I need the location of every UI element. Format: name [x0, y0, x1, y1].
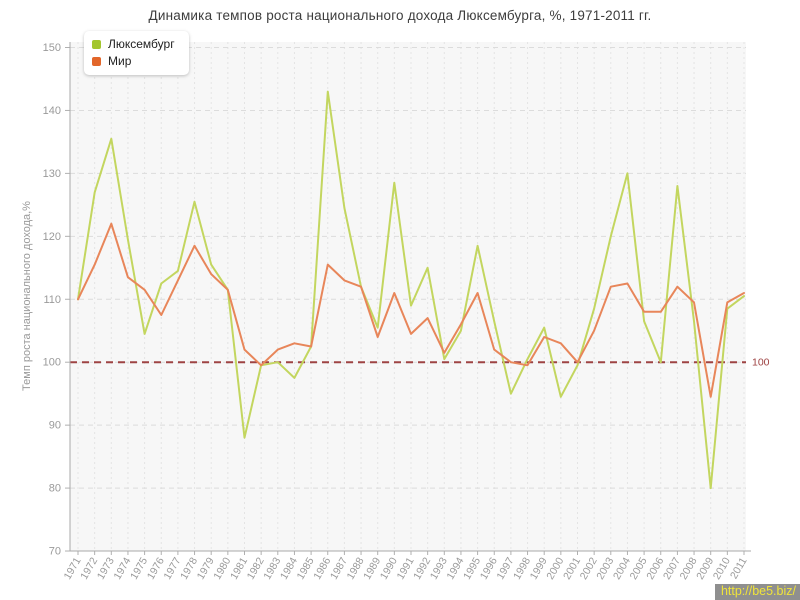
- y-tick-label: 70: [49, 546, 61, 558]
- legend-item-Люксембург[interactable]: Люксембург: [92, 38, 175, 50]
- y-tick-label: 90: [49, 420, 61, 432]
- y-tick-label: 80: [49, 483, 61, 495]
- watermark-link[interactable]: http://be5.biz/: [714, 584, 800, 600]
- legend-marker-icon: [92, 56, 101, 66]
- y-tick-label: 130: [43, 168, 61, 180]
- series-line-Люксембург: [77, 90, 745, 490]
- legend-marker-icon: [92, 39, 101, 49]
- legend-item-label: Мир: [108, 54, 132, 68]
- chart-title: Динамика темпов роста национального дохо…: [148, 8, 652, 23]
- y-tick-label: 120: [43, 231, 61, 243]
- x-tick-label: 2011: [728, 555, 750, 581]
- plot-area: [70, 42, 746, 551]
- y-tick-label: 100: [43, 357, 61, 369]
- y-tick-label: 140: [43, 105, 61, 117]
- x-tick-label: 2010: [711, 555, 733, 581]
- legend-item-label: Люксембург: [108, 37, 175, 51]
- legend: Люксембург Мир: [84, 31, 189, 75]
- legend-item-Мир[interactable]: Мир: [92, 55, 175, 67]
- y-tick-label: 110: [43, 294, 61, 306]
- y-tick-label: 150: [43, 42, 61, 54]
- reference-line-label: 100: [752, 357, 770, 369]
- y-axis-title: Темп роста национального дохода,%: [21, 201, 33, 391]
- series-line-Мир: [77, 222, 745, 398]
